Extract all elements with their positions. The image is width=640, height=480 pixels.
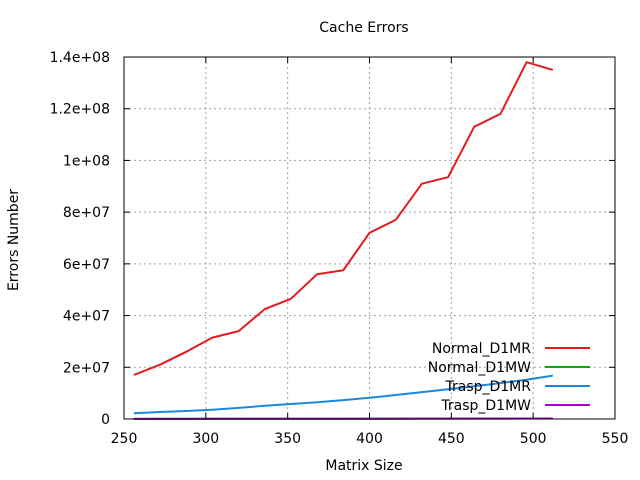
y-tick-label: 2e+07	[63, 360, 110, 376]
x-tick-label: 350	[274, 431, 301, 447]
x-tick-label: 250	[111, 431, 138, 447]
x-tick-label: 400	[356, 431, 383, 447]
legend-label-trasp-d1mw: Trasp_D1MW	[440, 398, 531, 414]
legend-label-trasp-d1mr: Trasp_D1MR	[444, 379, 531, 395]
y-tick-label: 6e+07	[63, 257, 110, 273]
grid-lines	[124, 57, 615, 419]
x-tick-label: 550	[602, 431, 629, 447]
y-tick-label: 1.2e+08	[50, 102, 110, 118]
chart-title: Cache Errors	[319, 20, 408, 36]
series-line-trasp-d1mr	[133, 374, 553, 415]
x-tick-label: 300	[192, 431, 219, 447]
x-tick-label: 500	[520, 431, 547, 447]
x-tick-labels: 250 300 350 400 450 500 550	[111, 431, 629, 447]
x-axis-title: Matrix Size	[325, 458, 402, 474]
y-tick-label: 1e+08	[63, 153, 110, 169]
y-tick-labels: 0 2e+07 4e+07 6e+07 8e+07 1e+08 1.2e+08 1.4e+08	[50, 50, 110, 428]
legend-label-normal-d1mr: Normal_D1MR	[432, 341, 531, 357]
y-tick-label: 0	[101, 412, 110, 428]
x-tick-label: 450	[438, 431, 465, 447]
y-tick-label: 1.4e+08	[50, 50, 110, 66]
y-tick-label: 8e+07	[63, 205, 110, 221]
legend-label-normal-d1mw: Normal_D1MW	[428, 360, 531, 376]
y-tick-label: 4e+07	[63, 309, 110, 325]
y-axis-title: Errors Number	[6, 189, 22, 291]
legend: Normal_D1MR Normal_D1MW Trasp_D1MR Trasp_D1…	[428, 341, 590, 414]
axis-ticks	[123, 56, 616, 420]
series-line-normal-d1mr	[133, 61, 554, 376]
